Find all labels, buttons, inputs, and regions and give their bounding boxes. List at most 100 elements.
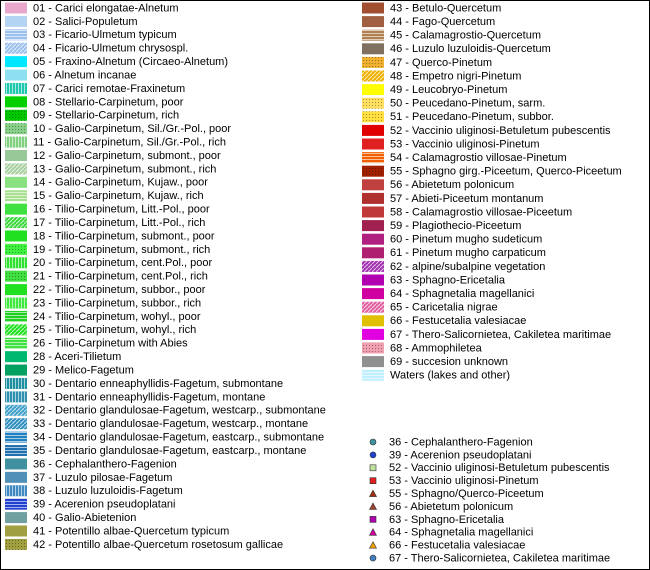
swatch (362, 192, 384, 204)
legend-label: 26 - Tilio-Carpinetum with Abies (33, 338, 188, 350)
legend-label: 48 - Empetro nigri-Pinetum (390, 70, 521, 82)
legend-label: 55 - Sphagno girg.-Piceetum, Querco-Pice… (390, 166, 622, 178)
legend-label: 32 - Dentario glandulosae-Fagetum, westc… (33, 405, 326, 417)
legend-label: 19 - Tilio-Carpinetum, submont., rich (33, 244, 210, 256)
swatch-pattern (5, 243, 27, 255)
symbol-label: 55 - Sphagno/Querco-Piceetum (389, 488, 544, 500)
swatch-pattern (5, 270, 27, 282)
swatch (5, 230, 27, 242)
swatch (362, 2, 384, 14)
swatch-pattern (362, 97, 384, 109)
legend-label: 10 - Galio-Carpinetum, Sil./Gr.-Pol., po… (33, 123, 231, 135)
legend-label: 01 - Carici elongatae-Alnetum (33, 2, 179, 14)
legend-label: 39 - Acerenion pseudoplatani (33, 499, 176, 511)
symbol-label: 53 - Vaccinio uliginosi-Pinetum (389, 475, 539, 487)
swatch (362, 274, 384, 286)
swatch-pattern (5, 538, 27, 550)
symbol (368, 489, 378, 497)
swatch (362, 233, 384, 245)
swatch-pattern (362, 165, 384, 177)
legend-label: 29 - Melico-Fagetum (33, 364, 134, 376)
swatch-pattern (5, 82, 27, 94)
legend-label: 58 - Calamagrostio villosae-Piceetum (390, 206, 572, 218)
symbol (368, 502, 378, 510)
legend-label: 50 - Peucedano-Pinetum, sarm. (390, 98, 545, 110)
legend-label: 61 - Pinetum mugho carpaticum (390, 247, 546, 259)
swatch-pattern (362, 152, 384, 164)
legend-label: 21 - Tilio-Carpinetum, cent.Pol., rich (33, 271, 208, 283)
swatch (362, 328, 384, 340)
symbol-label: 39 - Acerenion pseudoplatani (389, 449, 532, 461)
swatch-pattern (5, 217, 27, 229)
legend-label: 68 - Ammophiletea (390, 342, 483, 354)
swatch (362, 356, 384, 368)
legend-label: Waters (lakes and other) (390, 370, 510, 382)
swatch (362, 288, 384, 300)
swatch-pattern (5, 391, 27, 403)
swatch-pattern (362, 29, 384, 41)
swatch-pattern (5, 136, 27, 148)
swatch (362, 247, 384, 259)
swatch (5, 284, 27, 296)
legend-label: 57 - Abieti-Piceetum montanum (390, 193, 543, 205)
swatch-pattern (362, 260, 384, 272)
legend-label: 53 - Vaccinio uliginosi-Pinetum (390, 138, 540, 150)
legend-label: 05 - Fraxino-Alnetum (Circaeo-Alnetum) (33, 56, 228, 68)
legend-label: 30 - Dentario enneaphyllidis-Fagetum, su… (33, 378, 283, 390)
symbol-label: 36 - Cephalanthero-Fagenion (389, 436, 533, 448)
swatch-pattern (5, 257, 27, 269)
swatch-pattern (5, 163, 27, 175)
legend-label: 36 - Cephalanthero-Fagenion (33, 458, 177, 470)
legend-label: 12 - Galio-Carpinetum, submont., poor (33, 150, 221, 162)
legend-label: 08 - Stellario-Carpinetum, poor (33, 96, 184, 108)
legend-label: 42 - Potentillo albae-Quercetum rosetosu… (33, 539, 283, 551)
legend-label: 41 - Potentillo albae-Quercetum typicum (33, 525, 229, 537)
swatch (5, 458, 27, 470)
legend-label: 60 - Pinetum mugho sudeticum (390, 234, 542, 246)
legend-label: 04 - Ficario-Ulmetum chrysospl. (33, 43, 188, 55)
swatch-pattern (5, 485, 27, 497)
legend-label: 34 - Dentario glandulosae-Fagetum, eastc… (33, 432, 324, 444)
symbol (368, 528, 378, 536)
swatch (5, 96, 27, 108)
symbol (369, 554, 377, 562)
legend-label: 28 - Aceri-Tilietum (33, 351, 121, 363)
legend-label: 37 - Luzulo pilosae-Fagetum (33, 472, 172, 484)
symbol-label: 64 - Sphagnetalia magellanici (389, 527, 533, 539)
symbol (369, 516, 377, 523)
swatch (5, 351, 27, 363)
swatch-pattern (5, 324, 27, 336)
swatch (5, 176, 27, 188)
swatch (362, 179, 384, 191)
legend-label: 11 - Galio-Carpinetum, Sil./Gr.-Pol., ri… (33, 137, 226, 149)
legend-label: 64 - Sphagnetalia magellanici (390, 288, 534, 300)
legend-label: 03 - Ficario-Ulmetum typicum (33, 29, 177, 41)
legend-label: 38 - Luzulo luzuloidis-Fagetum (33, 485, 183, 497)
swatch (5, 471, 27, 483)
legend-label: 24 - Tilio-Carpinetum, wohyl., poor (33, 311, 201, 323)
legend-label: 45 - Calamagrostio-Quercetum (390, 30, 541, 42)
swatch (5, 203, 27, 215)
swatch-pattern (362, 369, 384, 381)
swatch-pattern (362, 70, 384, 82)
swatch-pattern (5, 498, 27, 510)
legend-label: 69 - succesion unknown (390, 356, 508, 368)
swatch (362, 84, 384, 96)
swatch (5, 69, 27, 81)
swatch (5, 2, 27, 14)
legend-label: 14 - Galio-Carpinetum, Kujaw., poor (33, 177, 208, 189)
swatch (5, 15, 27, 27)
swatch-pattern (5, 190, 27, 202)
swatch-pattern (5, 297, 27, 309)
swatch-pattern (5, 109, 27, 121)
legend-label: 31 - Dentario enneaphyllidis-Fagetum, mo… (33, 391, 265, 403)
swatch-pattern (5, 404, 27, 416)
legend-label: 51 - Peucedano-Pinetum, subbor. (390, 111, 554, 123)
legend-label: 66 - Festucetalia valesiacae (390, 315, 526, 327)
swatch (362, 43, 384, 55)
legend-label: 40 - Galio-Abietenion (33, 512, 136, 524)
legend-label: 17 - Tilio-Carpinetum, Litt.-Pol., rich (33, 217, 205, 229)
legend-label: 44 - Fago-Quercetum (390, 16, 495, 28)
legend-label: 25 - Tilio-Carpinetum, wohyl., rich (33, 324, 196, 336)
